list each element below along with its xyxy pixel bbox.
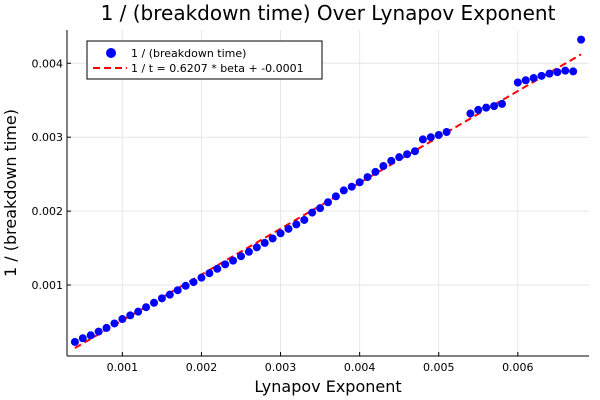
legend-label-fit: 1 / t = 0.6207 * beta + -0.0001 bbox=[131, 62, 304, 75]
scatter-point bbox=[165, 290, 174, 299]
scatter-point bbox=[142, 303, 151, 312]
scatter-point bbox=[316, 204, 325, 213]
chart-title: 1 / (breakdown time) Over Lynapov Expone… bbox=[101, 1, 556, 25]
x-ticks: 0.001 0.002 0.003 0.004 0.005 0.006 bbox=[107, 352, 534, 374]
scatter-point bbox=[78, 334, 87, 343]
scatter-point bbox=[553, 68, 562, 77]
scatter-point bbox=[482, 103, 491, 112]
scatter-point bbox=[157, 294, 166, 303]
scatter-point bbox=[545, 69, 554, 78]
scatter-point bbox=[498, 99, 506, 108]
scatter-point bbox=[221, 260, 230, 269]
scatter-point bbox=[173, 286, 182, 295]
scatter-point bbox=[260, 238, 269, 247]
scatter-point bbox=[126, 311, 135, 320]
scatter-point bbox=[426, 133, 435, 142]
y-axis-label: 1 / (breakdown time) bbox=[1, 109, 20, 277]
scatter-point bbox=[181, 281, 190, 290]
x-tick-label: 0.006 bbox=[502, 361, 534, 374]
scatter-point bbox=[387, 156, 396, 165]
scatter-point bbox=[474, 105, 483, 114]
scatter-point bbox=[331, 192, 340, 201]
scatter-point bbox=[529, 74, 538, 83]
scatter-point bbox=[118, 315, 127, 324]
scatter-point bbox=[379, 162, 388, 171]
scatter-point bbox=[102, 323, 111, 332]
scatter-point bbox=[94, 327, 103, 336]
scatter-point bbox=[434, 130, 443, 139]
legend-label-scatter: 1 / (breakdown time) bbox=[131, 47, 246, 60]
scatter-point bbox=[284, 224, 293, 233]
scatter-point bbox=[355, 178, 364, 187]
x-tick-label: 0.001 bbox=[107, 361, 139, 374]
y-tick-label: 0.002 bbox=[32, 205, 64, 218]
scatter-point bbox=[363, 173, 372, 182]
y-ticks: 0.001 0.002 0.003 0.004 bbox=[32, 57, 71, 292]
x-tick-label: 0.004 bbox=[344, 361, 376, 374]
scatter-point bbox=[197, 273, 206, 282]
y-tick-label: 0.004 bbox=[32, 57, 64, 70]
scatter-point bbox=[442, 128, 451, 137]
scatter-point bbox=[276, 229, 285, 238]
scatter-point bbox=[150, 298, 158, 307]
axes bbox=[66, 30, 589, 357]
legend-box bbox=[86, 40, 323, 80]
scatter-point bbox=[339, 186, 348, 195]
scatter-point bbox=[205, 269, 214, 278]
scatter-points bbox=[70, 35, 586, 346]
scatter-point bbox=[513, 78, 522, 87]
scatter-point bbox=[521, 76, 530, 85]
scatter-point bbox=[213, 264, 222, 273]
scatter-point bbox=[300, 215, 309, 224]
scatter-point bbox=[561, 66, 570, 75]
legend: 1 / (breakdown time) 1 / t = 0.6207 * be… bbox=[86, 40, 323, 80]
scatter-point bbox=[537, 71, 546, 80]
scatter-point bbox=[490, 102, 499, 111]
y-tick-label: 0.001 bbox=[32, 279, 64, 292]
scatter-point bbox=[324, 198, 332, 207]
scatter-point bbox=[252, 243, 261, 252]
scatter-point bbox=[466, 109, 475, 118]
scatter-point bbox=[418, 135, 427, 144]
scatter-point bbox=[403, 150, 412, 159]
scatter-point bbox=[70, 337, 79, 346]
legend-scatter-marker bbox=[106, 48, 116, 58]
scatter-point bbox=[134, 307, 143, 316]
scatter-point bbox=[110, 319, 119, 328]
scatter-point bbox=[577, 35, 586, 44]
x-tick-label: 0.005 bbox=[423, 361, 455, 374]
scatter-point bbox=[244, 247, 253, 256]
y-tick-label: 0.003 bbox=[32, 131, 64, 144]
scatter-point bbox=[371, 167, 380, 176]
scatter-point bbox=[395, 153, 404, 162]
x-tick-label: 0.003 bbox=[265, 361, 297, 374]
x-tick-label: 0.002 bbox=[186, 361, 218, 374]
scatter-point bbox=[86, 331, 95, 340]
scatter-point bbox=[268, 234, 277, 243]
scatter-point bbox=[237, 252, 245, 261]
scatter-point bbox=[189, 278, 198, 287]
scatter-point bbox=[292, 220, 301, 229]
scatter-point bbox=[308, 208, 317, 217]
scatter-point bbox=[229, 256, 238, 265]
scatter-point bbox=[411, 147, 419, 156]
x-axis-label: Lynapov Exponent bbox=[254, 377, 401, 396]
scatter-point bbox=[347, 182, 356, 191]
scatter-point bbox=[569, 67, 578, 76]
grid bbox=[67, 30, 589, 356]
